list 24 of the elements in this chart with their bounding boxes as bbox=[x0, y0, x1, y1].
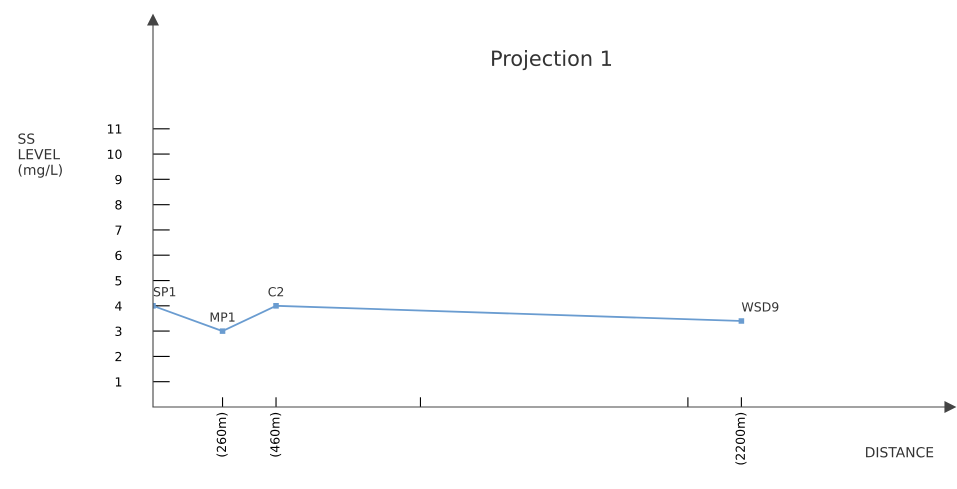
y-tick-label: 3 bbox=[115, 326, 122, 336]
annotation: C2 bbox=[268, 287, 284, 296]
text: Projection 1 bbox=[492, 50, 612, 70]
y-tick-label: 8 bbox=[115, 200, 122, 210]
point bbox=[273, 303, 279, 309]
y-axis-title: SS LEVEL (mg/L) bbox=[18, 133, 62, 178]
y-tick-label: 11 bbox=[108, 124, 122, 134]
y-tick-label: 10 bbox=[108, 150, 122, 159]
x-tick-label: (2200m) bbox=[735, 412, 746, 465]
y-tick-label: 4 bbox=[115, 301, 122, 311]
x-tick-label: (260m) bbox=[216, 412, 228, 457]
y-tick-label: 2 bbox=[115, 352, 122, 362]
annotation: MP1 bbox=[210, 312, 235, 322]
y-tick-label: 9 bbox=[115, 174, 122, 184]
y-tick-label: 1 bbox=[116, 377, 122, 386]
x-axis-title: DISTANCE bbox=[866, 446, 934, 458]
annotation: WSD9 bbox=[742, 302, 778, 312]
y-tick-label: 5 bbox=[115, 276, 122, 286]
point bbox=[220, 328, 226, 334]
point bbox=[738, 318, 744, 324]
y-tick-label: 7 bbox=[116, 226, 122, 235]
y-tick-label: 6 bbox=[115, 250, 122, 260]
annotation: SP1 bbox=[154, 287, 176, 296]
x-tick-label: (460m) bbox=[270, 412, 282, 457]
